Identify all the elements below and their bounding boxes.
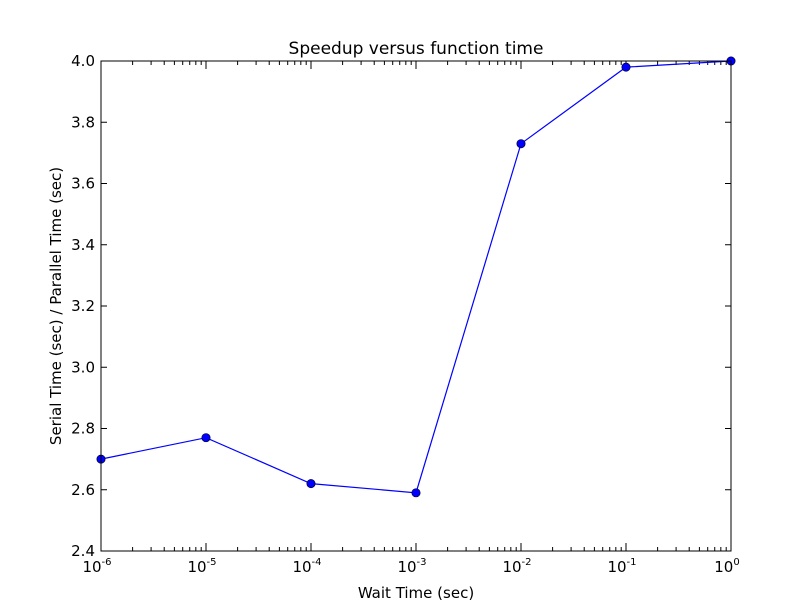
y-tick-label: 2.8 (71, 420, 95, 438)
x-tick-exponent: -3 (417, 557, 427, 568)
y-tick-label: 2.4 (71, 542, 95, 560)
x-tick-base: 10 (607, 558, 626, 576)
y-tick-label: 3.2 (71, 297, 95, 315)
x-tick-label: 10-2 (502, 557, 531, 576)
x-tick-base: 10 (714, 558, 733, 576)
x-tick-label: 10-3 (397, 557, 426, 576)
y-axis-ticks: 2.4 2.6 2.8 3.0 3.2 3.4 3.6 3.8 4.0 (71, 52, 731, 560)
x-tick-exponent: -4 (312, 557, 322, 568)
x-axis-label: Wait Time (sec) (358, 584, 474, 602)
plot-background (101, 61, 731, 551)
y-tick-label: 3.4 (71, 236, 95, 254)
data-point (516, 139, 526, 149)
data-point (306, 479, 316, 489)
plot-frame (100, 60, 732, 552)
x-tick-label: 10-4 (292, 557, 321, 576)
x-axis-ticks: 10-6 10-5 10-4 10-3 10-2 10-1 100 (82, 61, 740, 576)
y-tick-label: 4.0 (71, 52, 95, 70)
x-tick-exponent: -6 (102, 557, 112, 568)
x-tick-label: 10-5 (187, 557, 216, 576)
x-tick-exponent: 0 (733, 557, 739, 568)
x-tick-base: 10 (397, 558, 416, 576)
data-point (411, 488, 421, 498)
chart-title: Speedup versus function time (289, 39, 544, 59)
data-point (621, 62, 631, 72)
y-tick-label: 3.0 (71, 358, 95, 376)
y-tick-label: 3.8 (71, 113, 95, 131)
x-tick-base: 10 (82, 558, 101, 576)
y-axis-label: Serial Time (sec) / Parallel Time (sec) (47, 167, 65, 445)
y-tick-label: 3.6 (71, 175, 95, 193)
x-tick-exponent: -2 (522, 557, 532, 568)
x-tick-base: 10 (187, 558, 206, 576)
x-tick-label: 100 (714, 557, 739, 576)
x-tick-exponent: -1 (627, 557, 637, 568)
y-tick-label: 2.6 (71, 481, 95, 499)
x-tick-base: 10 (292, 558, 311, 576)
data-point (201, 433, 211, 443)
x-tick-label: 10-6 (82, 557, 111, 576)
x-tick-exponent: -5 (207, 557, 217, 568)
x-tick-base: 10 (502, 558, 521, 576)
x-tick-label: 10-1 (607, 557, 636, 576)
